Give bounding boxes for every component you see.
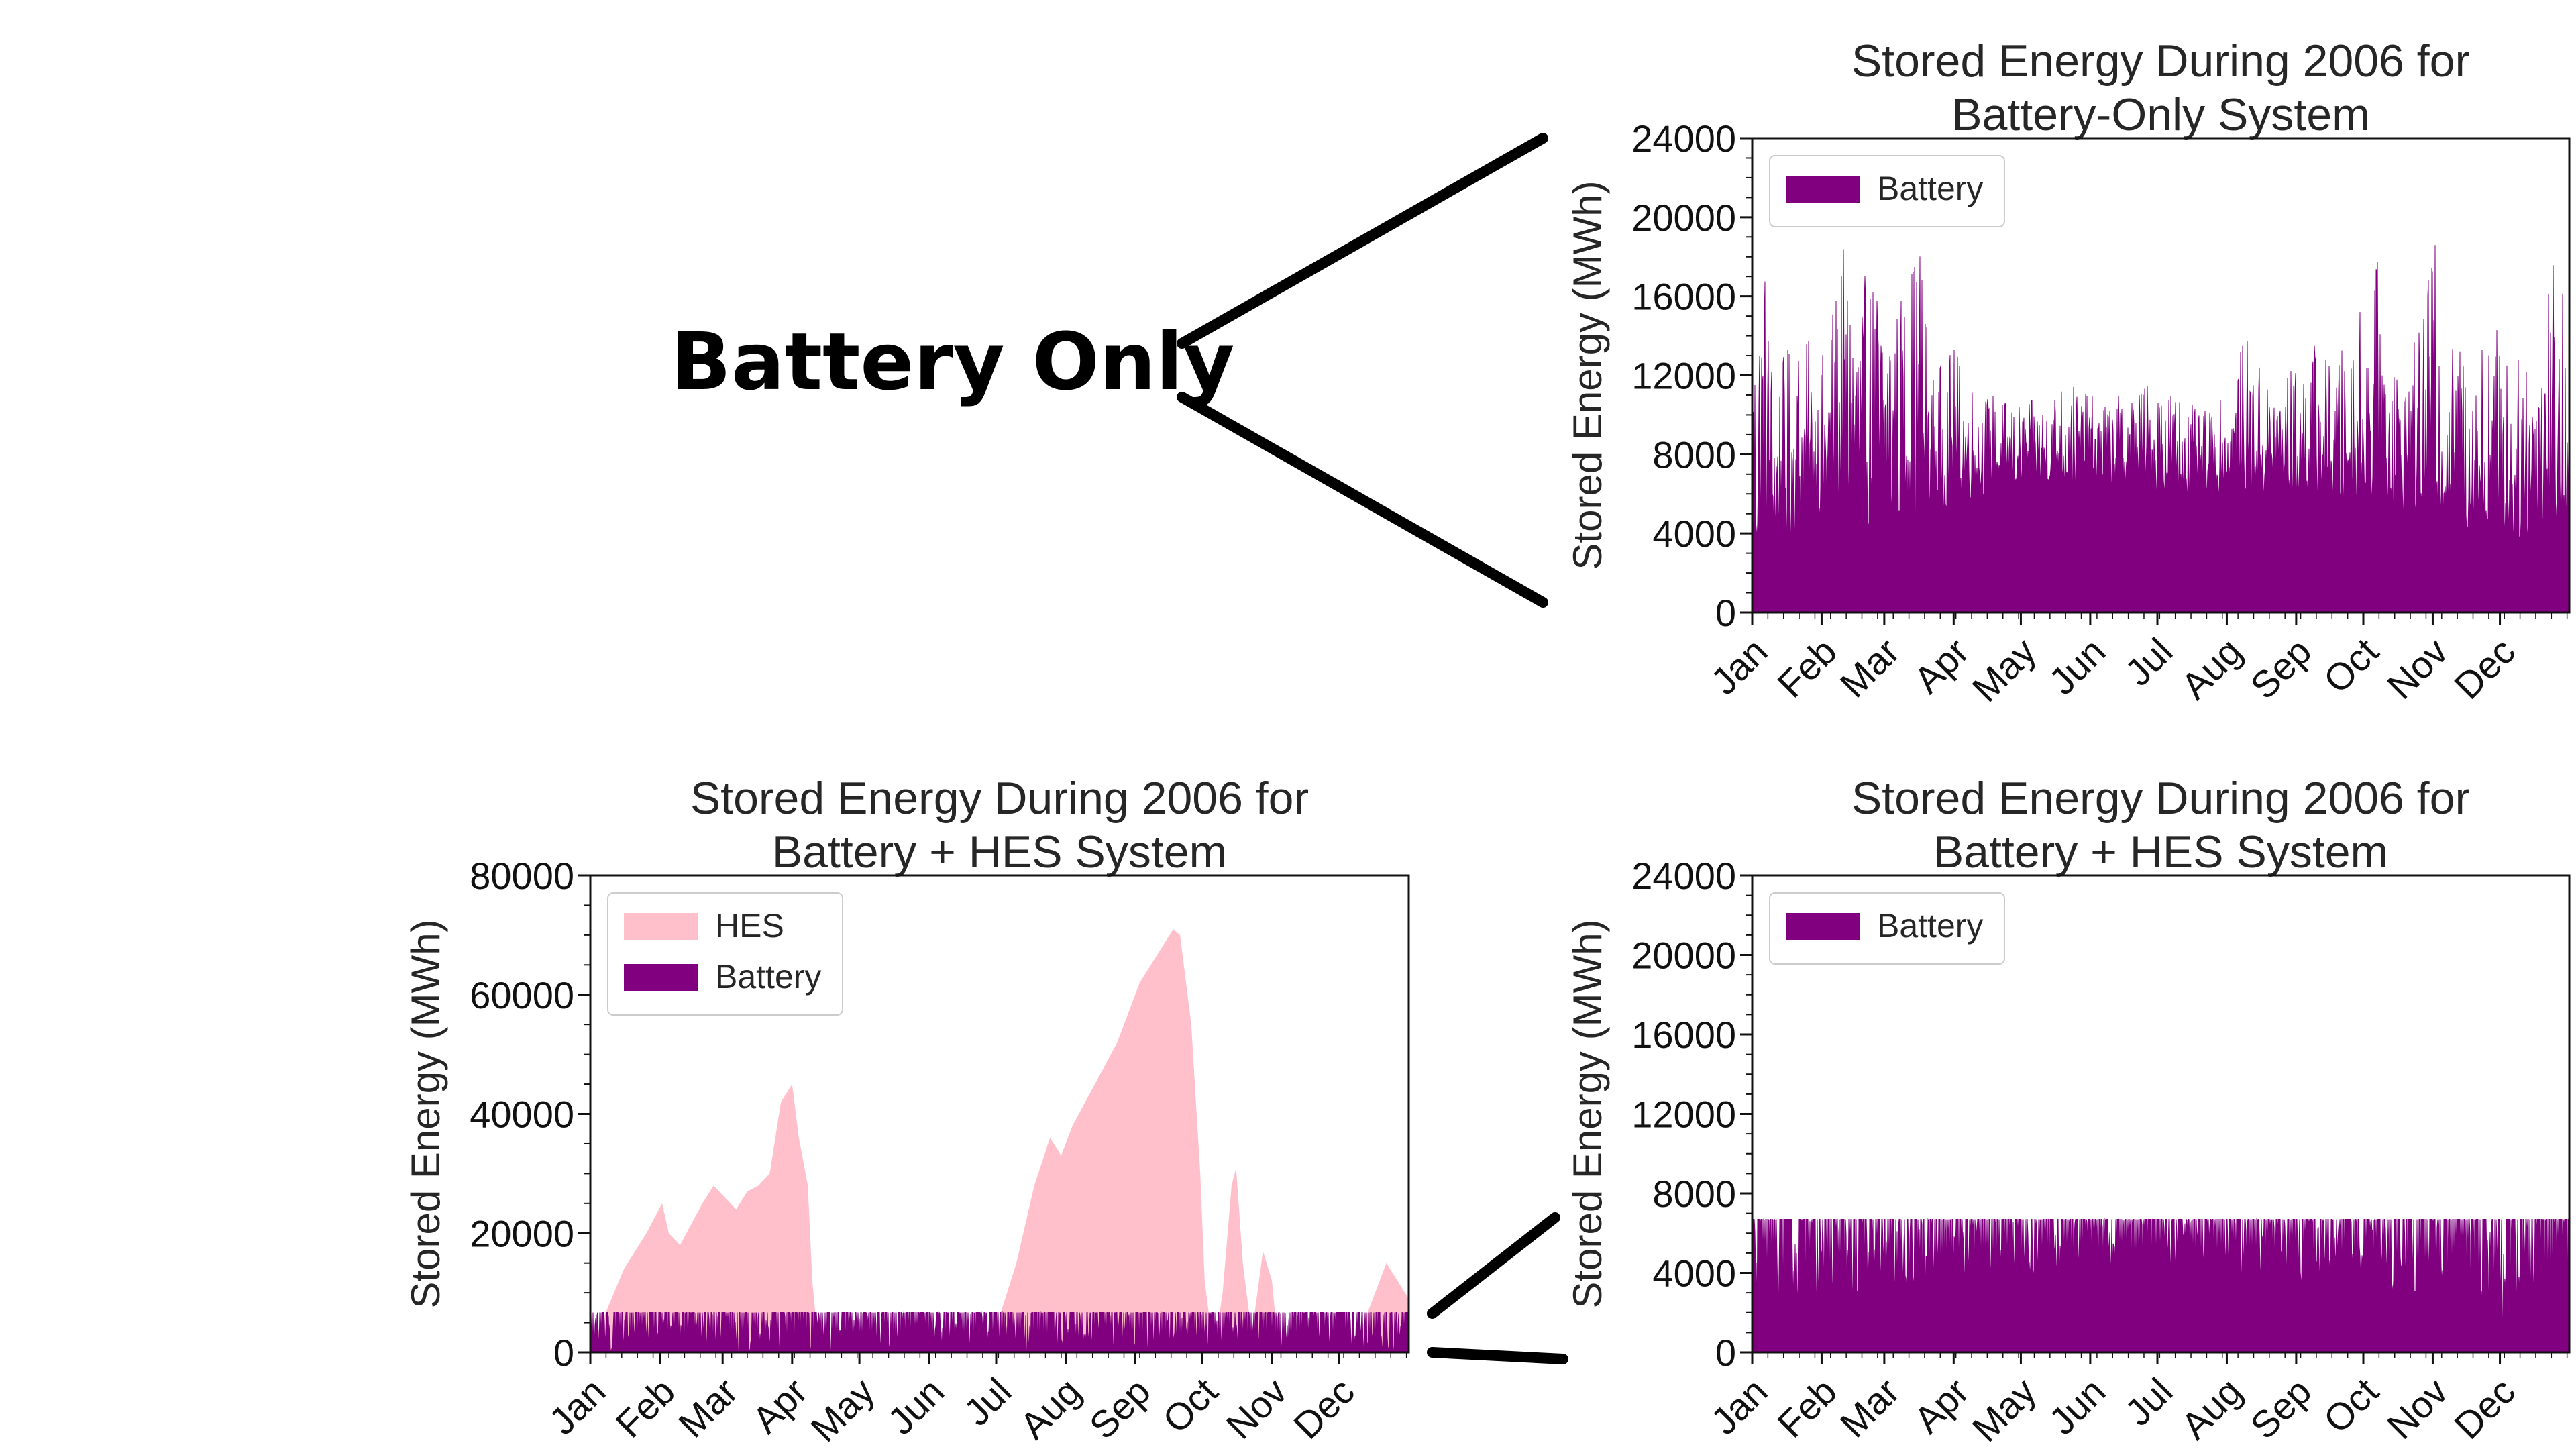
- y-tick-label: 0: [553, 1332, 574, 1374]
- x-tick-label: Jul: [2116, 630, 2180, 694]
- x-tick-label: Jun: [879, 1370, 952, 1442]
- y-tick-label: 40000: [470, 1093, 574, 1136]
- legend: Battery: [1769, 892, 2005, 965]
- connector-top-upper: [1177, 133, 1548, 349]
- y-axis-label: Stored Energy (MWh): [1565, 180, 1610, 570]
- series-battery: [590, 1311, 1409, 1354]
- connector-bottom-lower: [1427, 1347, 1568, 1364]
- series-battery: [1752, 245, 2570, 613]
- x-tick-label: Aug: [2173, 630, 2250, 707]
- chart-title-line-2: Battery + HES System: [1933, 826, 2388, 877]
- x-tick-label: Jan: [1703, 630, 1775, 702]
- connector-bottom-upper: [1427, 1212, 1560, 1319]
- x-tick-label: Jun: [2041, 1370, 2113, 1442]
- x-tick-label: Dec: [2446, 1370, 2523, 1447]
- x-tick-label: Oct: [2315, 1370, 2386, 1441]
- x-tick-label: Oct: [2315, 630, 2386, 701]
- y-tick-label: 16000: [1631, 1014, 1736, 1056]
- legend: Battery: [1769, 155, 2005, 227]
- y-tick-label: 8000: [1652, 1173, 1736, 1215]
- chart-title-line-2: Battery + HES System: [772, 826, 1227, 877]
- legend-label-battery: Battery: [715, 958, 821, 996]
- x-tick-label: Jan: [1703, 1370, 1775, 1442]
- x-tick-label: Jan: [541, 1370, 613, 1442]
- legend-swatch-battery: [1786, 176, 1860, 203]
- series-battery: [1752, 1218, 2570, 1353]
- series-hes: [590, 929, 1409, 1352]
- legend-label-battery: Battery: [1877, 907, 1983, 945]
- battery-area: [1752, 245, 2570, 613]
- legend-box: [1769, 155, 2005, 227]
- y-tick-label: 4000: [1652, 1252, 1736, 1295]
- x-tick-label: Jul: [955, 1370, 1019, 1434]
- x-tick-label: Apr: [1906, 630, 1977, 701]
- x-tick-label: Sep: [1081, 1370, 1159, 1447]
- x-tick-label: Nov: [2379, 630, 2456, 707]
- x-tick-label: Dec: [1285, 1370, 1362, 1447]
- y-tick-label: 60000: [470, 974, 574, 1016]
- x-tick-label: Jul: [2116, 1370, 2180, 1434]
- y-tick-label: 80000: [470, 855, 574, 897]
- connector-top-lower: [1177, 392, 1548, 608]
- y-tick-label: 0: [1715, 1332, 1736, 1374]
- x-tick-label: Nov: [1218, 1370, 1295, 1447]
- legend-box: [1769, 892, 2005, 965]
- x-tick-label: May: [1964, 630, 2044, 710]
- x-tick-label: Apr: [744, 1370, 815, 1441]
- x-tick-label: Sep: [2242, 1370, 2319, 1447]
- x-tick-label: Nov: [2379, 1370, 2456, 1447]
- legend-label-hes: HES: [715, 907, 784, 945]
- x-tick-label: Jun: [2041, 630, 2113, 702]
- battery-area: [590, 1311, 1409, 1354]
- y-tick-label: 20000: [470, 1212, 574, 1254]
- y-tick-label: 0: [1715, 592, 1736, 634]
- chart-title-line-1: Stored Energy During 2006 for: [690, 773, 1309, 824]
- x-tick-label: Sep: [2242, 630, 2319, 707]
- x-tick-label: May: [1964, 1370, 2044, 1449]
- battery-area: [1752, 1218, 2570, 1353]
- x-tick-label: May: [802, 1370, 882, 1449]
- x-tick-label: Feb: [1769, 630, 1845, 706]
- x-tick-label: Aug: [1012, 1370, 1089, 1447]
- battery-only-label: Battery Only: [671, 315, 1234, 408]
- legend-swatch-battery: [1786, 913, 1860, 940]
- y-tick-label: 12000: [1631, 1093, 1736, 1136]
- x-tick-label: Mar: [1832, 630, 1908, 706]
- chart-title-line-1: Stored Energy During 2006 for: [1851, 36, 2470, 87]
- legend-swatch-hes: [624, 913, 698, 940]
- y-tick-label: 8000: [1652, 433, 1736, 476]
- y-axis-label: Stored Energy (MWh): [403, 919, 448, 1308]
- legend: HES Battery: [607, 892, 843, 1016]
- y-axis-label: Stored Energy (MWh): [1565, 919, 1610, 1308]
- hes-area: [590, 929, 1409, 1352]
- y-tick-label: 24000: [1631, 855, 1736, 897]
- y-tick-label: 12000: [1631, 355, 1736, 397]
- legend-swatch-battery: [624, 964, 698, 991]
- y-tick-label: 4000: [1652, 513, 1736, 555]
- y-tick-label: 16000: [1631, 276, 1736, 318]
- y-tick-label: 24000: [1631, 117, 1736, 160]
- connector-lines: [1177, 133, 1568, 1364]
- y-tick-label: 20000: [1631, 934, 1736, 977]
- x-tick-label: Oct: [1155, 1370, 1226, 1441]
- y-tick-label: 20000: [1631, 197, 1736, 239]
- x-tick-label: Dec: [2446, 630, 2523, 707]
- chart-title-line-2: Battery-Only System: [1951, 89, 2370, 140]
- x-tick-label: Aug: [2173, 1370, 2250, 1447]
- x-tick-label: Feb: [1769, 1370, 1845, 1446]
- x-tick-label: Apr: [1906, 1370, 1977, 1441]
- legend-label-battery: Battery: [1877, 170, 1983, 207]
- x-tick-label: Feb: [607, 1370, 683, 1446]
- x-tick-label: Mar: [1832, 1370, 1908, 1446]
- chart-battery-only: Stored Energy During 2006 forBattery-Onl…: [1565, 36, 2571, 710]
- chart-title-line-1: Stored Energy During 2006 for: [1851, 773, 2470, 824]
- x-tick-label: Mar: [670, 1370, 746, 1446]
